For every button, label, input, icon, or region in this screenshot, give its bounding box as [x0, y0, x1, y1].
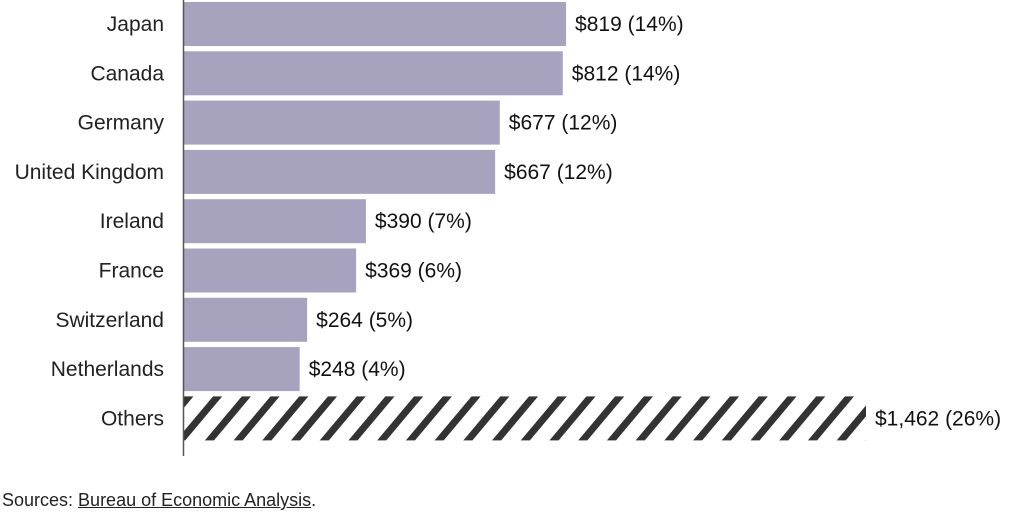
category-label-netherlands: Netherlands [51, 358, 164, 381]
bar-canada [184, 51, 563, 96]
sources-footer: Sources: Bureau of Economic Analysis. [2, 490, 316, 511]
value-label-netherlands: $248 (4%) [309, 358, 406, 381]
value-label-switzerland: $264 (5%) [316, 309, 413, 332]
bar-france [184, 248, 357, 293]
bar-netherlands [184, 347, 300, 392]
sources-prefix: Sources: [2, 490, 79, 510]
bar-switzerland [184, 297, 308, 342]
value-label-japan: $819 (14%) [575, 13, 684, 36]
value-labels: $819 (14%) $812 (14%) $677 (12%) $667 (12%)… [309, 13, 1001, 430]
value-label-ireland: $390 (7%) [375, 210, 472, 233]
value-label-germany: $677 (12%) [509, 112, 618, 135]
value-label-united-kingdom: $667 (12%) [504, 161, 613, 184]
category-labels: Japan Canada Germany United Kingdom Ireland F… [15, 13, 165, 430]
bars-group [184, 2, 866, 441]
value-label-others: $1,462 (26%) [875, 407, 1001, 430]
bar-chart: Japan Canada Germany United Kingdom Ireland F… [15, 0, 1001, 456]
bar-others [184, 396, 866, 441]
category-label-united-kingdom: United Kingdom [15, 161, 164, 184]
source-link[interactable]: Bureau of Economic Analysis [78, 490, 312, 510]
category-label-japan: Japan [107, 13, 164, 36]
category-label-germany: Germany [78, 112, 165, 135]
value-label-france: $369 (6%) [365, 260, 462, 283]
bar-germany [184, 100, 500, 145]
sources-suffix: . [311, 490, 317, 510]
category-label-canada: Canada [90, 62, 164, 85]
category-label-france: France [99, 260, 164, 283]
bar-united-kingdom [184, 149, 496, 194]
category-label-switzerland: Switzerland [55, 309, 164, 332]
bar-japan [184, 2, 567, 46]
bar-ireland [184, 199, 366, 244]
category-label-others: Others [101, 407, 164, 430]
value-label-canada: $812 (14%) [572, 62, 681, 85]
category-label-ireland: Ireland [100, 210, 164, 233]
